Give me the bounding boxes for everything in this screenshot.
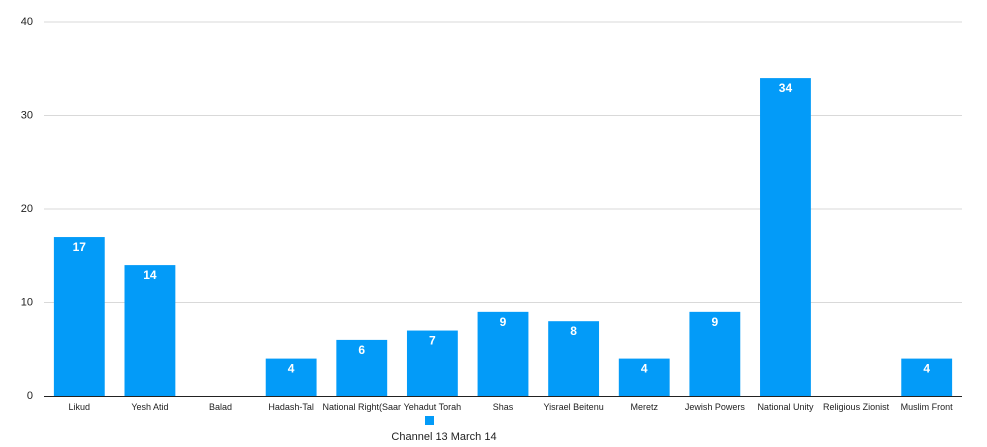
bar-12[interactable] — [901, 358, 953, 396]
bar-8[interactable] — [618, 358, 670, 396]
x-tick-label: Jewish Powers — [685, 402, 746, 412]
data-label: 8 — [570, 324, 577, 338]
data-label: 4 — [288, 362, 295, 376]
legend-label[interactable]: Channel 13 March 14 — [391, 431, 496, 443]
data-label: 7 — [429, 334, 436, 348]
gridlines — [44, 21, 962, 303]
bar-9[interactable] — [689, 311, 741, 396]
data-label: 17 — [73, 240, 87, 254]
y-axis: 0 10 20 30 40 — [21, 16, 33, 402]
x-tick-label: Yisrael Beitenu — [544, 402, 604, 412]
data-label: 4 — [641, 362, 648, 376]
y-tick-label: 20 — [21, 203, 33, 215]
data-label: 34 — [779, 81, 793, 95]
x-tick-label: Balad — [209, 402, 232, 412]
bar-1[interactable] — [124, 265, 176, 396]
x-tick-label: Muslim Front — [901, 402, 954, 412]
legend-swatch[interactable] — [425, 416, 434, 425]
x-tick-label: Meretz — [630, 402, 658, 412]
x-axis: Likud Yesh Atid Balad Hadash-Tal National Ri… — [44, 396, 962, 412]
data-label: 4 — [923, 362, 930, 376]
bar-10[interactable] — [760, 78, 811, 396]
legend[interactable]: Channel 13 March 14 — [391, 416, 497, 443]
bar-0[interactable] — [53, 237, 105, 396]
data-label: 14 — [143, 268, 157, 282]
data-labels: 17 14 4 6 7 9 8 4 9 34 4 — [73, 81, 931, 376]
bar-4[interactable] — [336, 339, 388, 396]
y-tick-label: 30 — [21, 109, 33, 121]
x-tick-label: Yesh Atid — [131, 402, 168, 412]
x-tick-label: Yehadut Torah — [404, 402, 462, 412]
y-tick-label: 0 — [27, 390, 33, 402]
bar-7[interactable] — [548, 321, 600, 396]
x-tick-label: Religious Zionist — [823, 402, 890, 412]
data-label: 9 — [500, 315, 507, 329]
x-tick-label: Hadash-Tal — [268, 402, 314, 412]
x-tick-label: Likud — [69, 402, 91, 412]
y-tick-label: 40 — [21, 16, 33, 28]
bar-6[interactable] — [477, 311, 529, 396]
x-tick-label: Shas — [493, 402, 514, 412]
data-label: 6 — [358, 343, 365, 357]
bar-5[interactable] — [406, 330, 458, 396]
x-tick-label: National Unity — [757, 402, 814, 412]
bar-3[interactable] — [265, 358, 317, 396]
y-tick-label: 10 — [21, 296, 33, 308]
data-label: 9 — [712, 315, 719, 329]
bars — [53, 78, 953, 396]
x-tick-label: National Right(Saar — [322, 402, 401, 412]
